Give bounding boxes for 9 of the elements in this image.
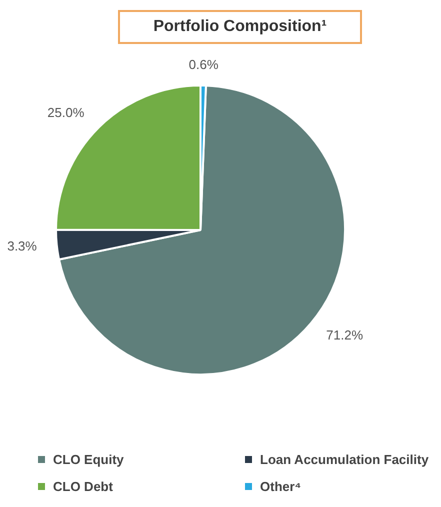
data-label: 71.2% <box>326 328 364 343</box>
data-label: 3.3% <box>7 238 38 254</box>
chart-title: Portfolio Composition¹ <box>118 10 362 44</box>
data-label: 25.0% <box>47 105 85 120</box>
legend-label: Other⁴ <box>260 479 302 494</box>
legend-label: CLO Equity <box>53 452 124 467</box>
legend-label: CLO Debt <box>53 479 113 494</box>
data-label: 0.6% <box>188 57 219 72</box>
legend-label: Loan Accumulation Facility <box>260 452 429 467</box>
